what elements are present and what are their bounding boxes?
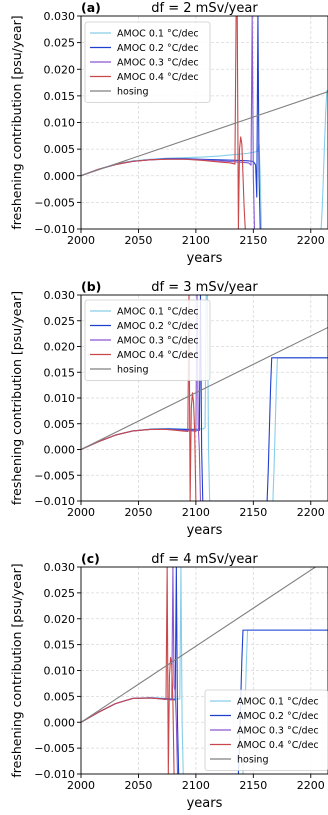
chart-title: df = 2 mSv/year: [151, 1, 258, 16]
legend-box: [84, 299, 211, 381]
y-tick-label: 0.030: [44, 10, 76, 23]
legend-label: AMOC 0.1 °C/dec: [237, 697, 319, 708]
y-tick-label: 0.000: [44, 444, 76, 457]
x-tick-label: 2000: [67, 234, 95, 247]
y-tick-label: 0.010: [44, 117, 76, 130]
legend-box: [204, 689, 328, 771]
y-tick-label: −0.010: [34, 768, 75, 781]
series-line-5: [81, 91, 328, 177]
legend-label: hosing: [117, 365, 148, 376]
x-axis-label: years: [187, 251, 223, 266]
y-tick-label: 0.010: [44, 665, 76, 678]
y-tick-label: 0.015: [44, 90, 76, 103]
y-tick-label: 0.020: [44, 63, 76, 76]
series-group: [81, 567, 328, 774]
legend: AMOC 0.1 °C/dec AMOC 0.2 °C/dec AMOC 0.3 °…: [84, 299, 211, 381]
y-tick-label: 0.005: [44, 143, 76, 156]
x-tick-label: 2200: [297, 506, 325, 519]
legend-label: AMOC 0.4 °C/dec: [117, 72, 199, 83]
x-tick-label: 2150: [239, 506, 267, 519]
x-tick-label: 2200: [297, 234, 325, 247]
x-tick-label: 2100: [182, 234, 210, 247]
chart-title: df = 3 mSv/year: [151, 280, 258, 295]
y-tick-label: 0.000: [44, 170, 76, 183]
y-tick-label: 0.030: [44, 289, 76, 302]
x-axis-label: years: [187, 796, 223, 811]
panel-label: (c): [81, 551, 100, 566]
panel-label: (a): [81, 0, 101, 15]
y-tick-label: 0.030: [44, 561, 76, 574]
y-tick-label: 0.025: [44, 315, 76, 328]
y-tick-label: −0.005: [34, 742, 75, 755]
x-tick-label: 2050: [124, 234, 152, 247]
legend-label: AMOC 0.4 °C/dec: [237, 740, 319, 751]
legend-label: AMOC 0.2 °C/dec: [117, 321, 199, 332]
legend-label: AMOC 0.2 °C/dec: [237, 711, 319, 722]
x-tick-label: 2100: [182, 779, 210, 792]
legend-label: AMOC 0.4 °C/dec: [117, 350, 199, 361]
chart-panel-2: 2000 2050 2100 2150 2200 −0.010 −0.005 0.000 0.0…: [9, 279, 328, 538]
legend-label: AMOC 0.2 °C/dec: [117, 43, 199, 54]
legend: AMOC 0.1 °C/dec AMOC 0.2 °C/dec AMOC 0.3 °…: [204, 689, 328, 771]
x-axis-label: years: [187, 523, 223, 538]
y-tick-label: 0.020: [44, 341, 76, 354]
chart-panel-1: 2000 2050 2100 2150 2200 −0.010 −0.005 0.000 0.0…: [9, 0, 328, 266]
series-line-5: [81, 326, 328, 450]
y-tick-label: 0.025: [44, 587, 76, 600]
y-axis-label: freshening contribution [psu/year]: [9, 563, 24, 777]
legend: AMOC 0.1 °C/dec AMOC 0.2 °C/dec AMOC 0.3 °…: [84, 21, 211, 103]
x-tick-label: 2000: [67, 506, 95, 519]
legend-label: AMOC 0.1 °C/dec: [117, 29, 199, 40]
series-group: [81, 16, 328, 229]
y-tick-label: 0.025: [44, 37, 76, 50]
legend-label: AMOC 0.3 °C/dec: [237, 726, 319, 737]
chart-title: df = 4 mSv/year: [151, 552, 258, 567]
y-axis-label: freshening contribution [psu/year]: [9, 15, 24, 229]
chart-panel-3: 2000 2050 2100 2150 2200 −0.010 −0.005 0.000 0.0…: [9, 551, 328, 811]
x-tick-label: 2000: [67, 779, 95, 792]
x-tick-label: 2100: [182, 506, 210, 519]
x-tick-label: 2200: [297, 779, 325, 792]
panel-label: (b): [81, 279, 101, 294]
y-tick-label: 0.000: [44, 716, 76, 729]
y-tick-label: 0.015: [44, 366, 76, 379]
y-tick-label: 0.005: [44, 418, 76, 431]
x-tick-label: 2150: [239, 779, 267, 792]
legend-label: hosing: [117, 87, 148, 98]
series-line-4: [81, 295, 197, 501]
legend-label: AMOC 0.3 °C/dec: [117, 336, 199, 347]
x-tick-label: 2050: [124, 506, 152, 519]
y-tick-label: −0.010: [34, 495, 75, 508]
y-tick-label: −0.005: [34, 196, 75, 209]
y-axis-label: freshening contribution [psu/year]: [9, 291, 24, 505]
x-tick-label: 2050: [124, 779, 152, 792]
legend-box: [84, 21, 211, 103]
y-tick-label: 0.020: [44, 613, 76, 626]
y-tick-label: 0.015: [44, 639, 76, 652]
legend-label: hosing: [237, 755, 268, 766]
y-tick-label: −0.005: [34, 469, 75, 482]
series-line-4: [81, 567, 175, 774]
y-tick-label: −0.010: [34, 223, 75, 236]
x-tick-label: 2150: [239, 234, 267, 247]
legend-label: AMOC 0.3 °C/dec: [117, 58, 199, 69]
y-tick-label: 0.010: [44, 392, 76, 405]
series-line-5: [81, 567, 317, 723]
y-tick-label: 0.005: [44, 690, 76, 703]
series-line-4: [81, 16, 246, 229]
legend-label: AMOC 0.1 °C/dec: [117, 307, 199, 318]
